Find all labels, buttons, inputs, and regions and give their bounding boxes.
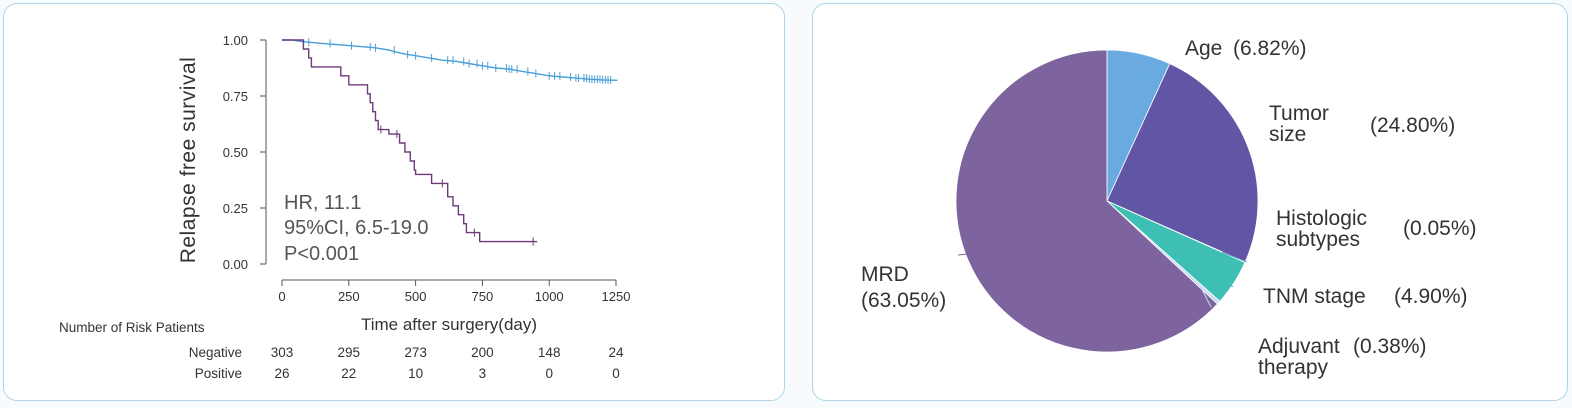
- pie-slice-label: Histologic: [1276, 207, 1367, 230]
- risk-cell: 24: [608, 345, 624, 360]
- y-tick-label: 0.25: [223, 201, 248, 216]
- pie-slice-value: (6.82%): [1233, 37, 1307, 60]
- x-axis-title: Time after surgery(day): [361, 315, 537, 334]
- survival-curves: [282, 38, 618, 246]
- risk-cell: 0: [545, 366, 553, 381]
- x-tick-label: 750: [472, 289, 494, 304]
- y-tick-label: 0.75: [223, 89, 248, 104]
- pie-slice-value: (0.38%): [1353, 335, 1427, 358]
- risk-cell: 295: [338, 345, 361, 360]
- risk-cell: 303: [271, 345, 294, 360]
- risk-table: Negative 303 295 273 200 148 24 Positive 26 22 10 3…: [189, 345, 624, 381]
- pie-panel: Age (6.82%) Tumor size (24.80%) Histologic sub…: [812, 3, 1568, 401]
- pie-slice-value: (0.05%): [1403, 217, 1477, 240]
- x-tick-label: 1250: [602, 289, 631, 304]
- pie-slice-label: Tumor: [1269, 102, 1329, 125]
- pie-slice-label: subtypes: [1276, 228, 1360, 251]
- x-tick-label: 250: [338, 289, 360, 304]
- x-tick-label: 0: [278, 289, 285, 304]
- pie-slice-value: (63.05%): [861, 289, 946, 312]
- risk-cell: 3: [479, 366, 487, 381]
- pie-slice: [955, 49, 1218, 353]
- pie-slice-value: (24.80%): [1370, 114, 1455, 137]
- pie-slice-label: therapy: [1258, 356, 1329, 379]
- risk-cell: 22: [341, 366, 356, 381]
- risk-cell: 26: [274, 366, 289, 381]
- pie-slice-label: TNM stage: [1263, 285, 1366, 308]
- pie-slice: [1106, 63, 1259, 263]
- risk-cell: 10: [408, 366, 423, 381]
- pie-leader-line: [1224, 129, 1238, 157]
- kaplan-meier-chart: 0.000.250.500.751.00 0 250 500 750 1000 1250 …: [59, 33, 631, 381]
- risk-table-title: Number of Risk Patients: [59, 320, 205, 335]
- annotation-p: P<0.001: [284, 243, 359, 265]
- annotation-hr: HR, 11.1: [284, 192, 361, 214]
- x-axis: 0 250 500 750 1000 1250: [278, 279, 631, 304]
- risk-row-label: Negative: [189, 345, 242, 360]
- survival-curve-1: [282, 39, 538, 243]
- pie-slices: [955, 49, 1259, 353]
- pie-slice-label: size: [1269, 123, 1306, 146]
- y-tick-label: 1.00: [223, 33, 248, 48]
- annotation-ci: 95%CI, 6.5-19.0: [284, 217, 429, 239]
- y-axis: 0.00 0.25 0.50 0.75 1.00: [223, 33, 267, 272]
- y-tick-label: 0.00: [223, 257, 248, 272]
- risk-cell: 0: [612, 366, 620, 381]
- y-tick-label: 0.50: [223, 145, 248, 160]
- pie-leader-line: [1222, 251, 1248, 263]
- survival-curve-0: [282, 39, 618, 81]
- risk-cell: 148: [538, 345, 561, 360]
- pie-slice-label: Adjuvant: [1258, 335, 1340, 358]
- risk-cell: 200: [471, 345, 494, 360]
- x-tick-label: 500: [405, 289, 427, 304]
- y-axis-title: Relapse free survival: [177, 57, 200, 264]
- pie-leader-line: [1199, 285, 1212, 308]
- pie-leader-line: [957, 250, 992, 256]
- pie-slice-value: (4.90%): [1394, 285, 1468, 308]
- risk-row-label: Positive: [195, 366, 242, 381]
- survival-panel: 0.00 0.25 0.50 0.75 1.00 0 250 500 750 1000 1250 …: [3, 3, 785, 401]
- pie-leader-line: [1212, 268, 1234, 288]
- risk-cell: 273: [404, 345, 427, 360]
- pie-slice-label: MRD: [861, 263, 909, 286]
- x-tick-label: 1000: [535, 289, 564, 304]
- pie-leader-line: [1133, 67, 1153, 79]
- pie-leader-lines: [957, 67, 1248, 308]
- pie-slice-label: Age: [1185, 37, 1222, 60]
